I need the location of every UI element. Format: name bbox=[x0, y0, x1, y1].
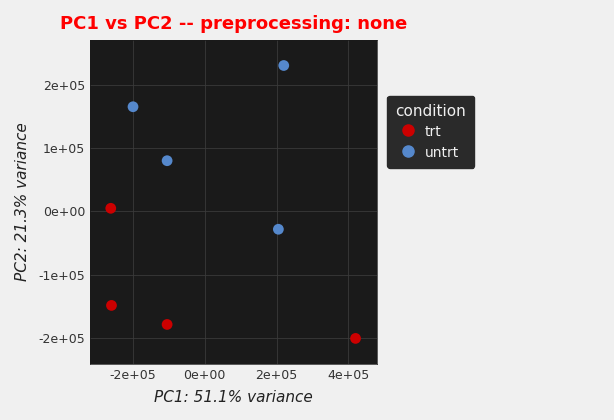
Y-axis label: PC2: 21.3% variance: PC2: 21.3% variance bbox=[15, 123, 30, 281]
Legend: trt, untrt: trt, untrt bbox=[387, 96, 474, 168]
X-axis label: PC1: 51.1% variance: PC1: 51.1% variance bbox=[154, 390, 313, 405]
Title: PC1 vs PC2 -- preprocessing: none: PC1 vs PC2 -- preprocessing: none bbox=[60, 15, 407, 33]
Point bbox=[162, 321, 172, 328]
Point bbox=[273, 226, 283, 233]
Point bbox=[351, 335, 360, 342]
Point bbox=[162, 158, 172, 164]
Point bbox=[279, 62, 289, 69]
Point bbox=[107, 302, 117, 309]
Point bbox=[106, 205, 115, 212]
Point bbox=[128, 103, 138, 110]
